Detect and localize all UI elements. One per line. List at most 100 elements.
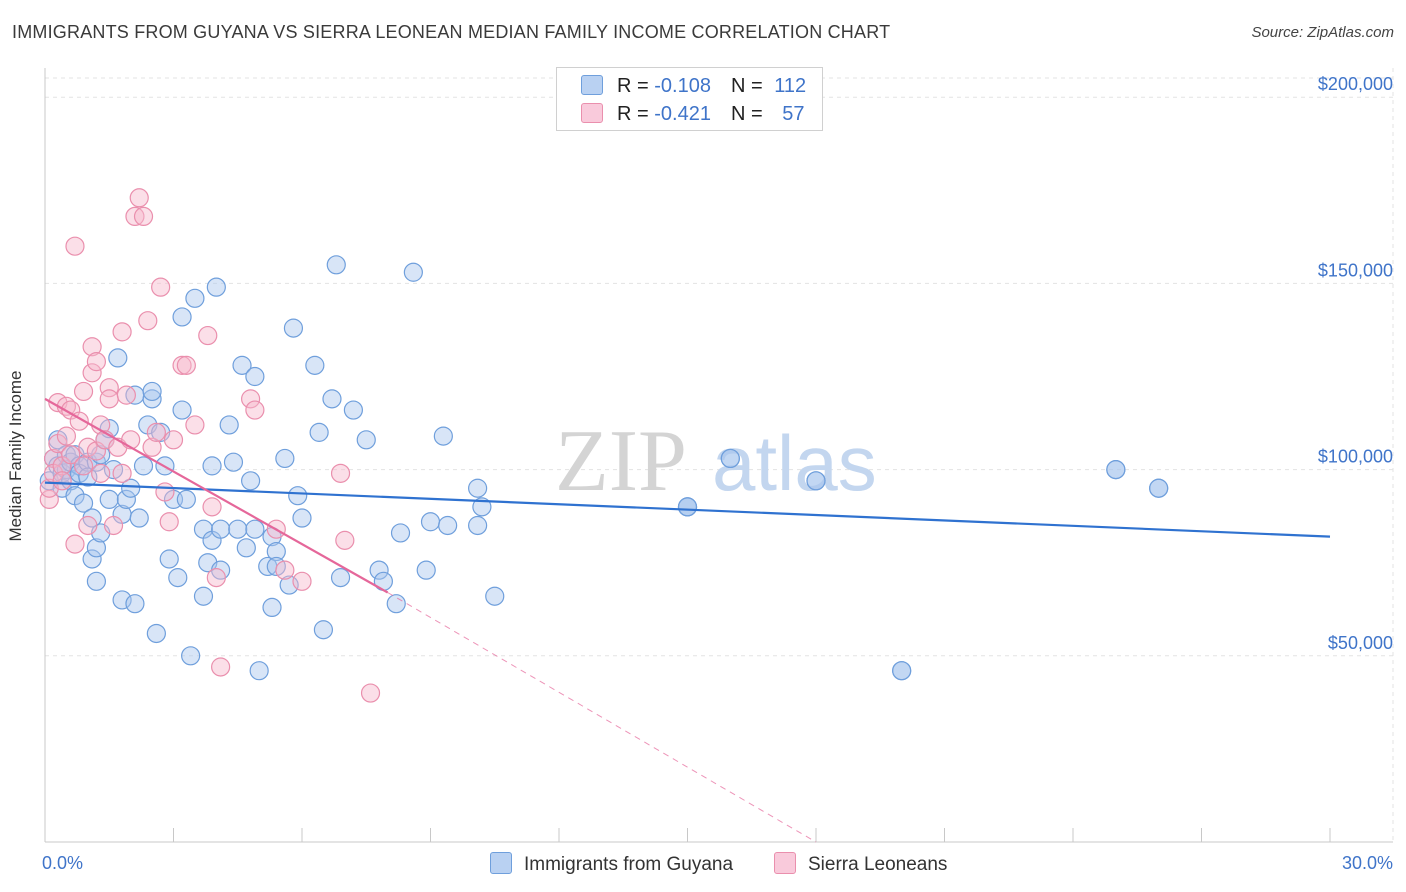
guyana-point <box>468 515 488 536</box>
y-tick-label: $150,000 <box>1318 260 1393 280</box>
sierra-leone-point <box>61 445 81 465</box>
sierra-leone-point <box>56 426 77 446</box>
guyana-point <box>99 489 119 510</box>
sierra-leone-point <box>116 385 136 405</box>
sierra-leone-point <box>198 325 218 346</box>
guyana-point <box>720 448 740 469</box>
guyana-point <box>181 646 201 666</box>
series-guyana-points <box>39 255 1169 681</box>
guyana-point <box>1149 478 1169 498</box>
sierra-leone-point <box>185 415 205 435</box>
sierra-leone-point <box>241 389 261 409</box>
guyana-point <box>1106 460 1126 480</box>
guyana-point <box>326 255 346 275</box>
chart-title: IMMIGRANTS FROM GUYANA VS SIERRA LEONEAN… <box>12 22 891 42</box>
legend-row-guyana: R = -0.108 N = 112 <box>581 75 806 99</box>
guyana-point <box>168 568 188 588</box>
guyana-point <box>86 538 107 558</box>
sierra-leone-point <box>142 437 162 457</box>
guyana-point <box>485 586 505 606</box>
sierra-leone-point <box>292 571 312 591</box>
sierra-leone-point <box>86 352 107 372</box>
guyana-point <box>236 538 256 558</box>
sierra-leone-point <box>112 322 132 342</box>
guyana-point <box>356 430 376 450</box>
sierra-leone-point <box>91 463 111 483</box>
watermark: ZIP atlas <box>555 413 877 510</box>
guyana-point <box>677 497 698 517</box>
sierra-leone-point <box>99 389 119 409</box>
x-tick-label: 30.0% <box>1342 853 1393 873</box>
bottom-legend-sierra-leone: Sierra Leoneans <box>774 852 947 876</box>
sierra-leone-point <box>163 430 184 450</box>
sierra-leone-point <box>82 363 102 383</box>
guyana-point <box>275 448 295 469</box>
legend-swatch-blue <box>581 75 603 95</box>
guyana-point <box>416 560 436 580</box>
sierra-leone-point <box>65 534 85 554</box>
sierra-leone-point <box>129 188 149 208</box>
sierra-leone-point <box>146 422 166 442</box>
guyana-point <box>309 422 329 442</box>
guyana-point <box>438 515 458 536</box>
guyana-point <box>193 586 214 606</box>
legend-n-value-guyana: 112 <box>774 75 807 97</box>
guyana-point <box>142 389 162 409</box>
guyana-point <box>433 426 453 446</box>
series-sierra-leone-points <box>39 188 381 703</box>
sierra-leone-point <box>138 311 158 331</box>
sierra-leone-point <box>151 277 171 297</box>
guyana-point <box>73 493 94 513</box>
trend-line-guyana <box>44 481 1331 538</box>
y-tick-labels: $50,000 $100,000 $150,000 $200,000 <box>1318 74 1393 653</box>
guyana-point <box>172 400 192 420</box>
sierra-leone-point <box>176 355 196 375</box>
guyana-point <box>133 456 154 476</box>
guyana-point <box>146 623 166 644</box>
guyana-point <box>129 508 149 528</box>
guyana-point <box>892 661 912 681</box>
guyana-point <box>313 620 334 640</box>
sierra-leone-point <box>103 515 124 536</box>
trend-lines <box>44 397 1331 843</box>
guyana-point <box>283 318 304 338</box>
trend-line-sierra-leone <box>44 397 389 594</box>
y-tick-label: $100,000 <box>1318 447 1393 467</box>
bottom-legend-guyana: Immigrants from Guyana <box>490 852 733 876</box>
sierra-leone-point <box>172 355 192 375</box>
guyana-point <box>292 508 312 528</box>
sierra-leone-point <box>275 560 295 580</box>
legend-box: R = -0.108 N = 112 R = -0.421 N = 57 <box>556 67 823 131</box>
y-tick-label: $50,000 <box>1328 633 1393 653</box>
watermark-atlas: atlas <box>712 419 877 507</box>
sierra-leone-point <box>206 568 226 588</box>
guyana-point <box>369 560 389 580</box>
guyana-point <box>390 523 411 543</box>
sierra-leone-point <box>211 657 231 677</box>
guyana-point <box>245 519 265 539</box>
legend-r-value-guyana: -0.108 <box>654 75 711 97</box>
guyana-point <box>176 489 196 510</box>
trend-line-sierra-leone-extension <box>387 592 817 843</box>
bottom-legend-swatch-blue <box>490 852 512 874</box>
guyana-point <box>108 348 128 368</box>
legend-row-sierra-leone: R = -0.421 N = 57 <box>581 103 804 127</box>
bottom-legend-swatch-pink <box>774 852 796 874</box>
guyana-point <box>82 549 102 569</box>
guyana-point <box>185 288 205 308</box>
sierra-leone-point <box>202 497 222 517</box>
guyana-point <box>472 497 492 517</box>
watermark-zip: ZIP <box>555 413 687 510</box>
guyana-point <box>279 575 299 595</box>
legend-r-value-sierra-leone: -0.421 <box>654 103 711 125</box>
guyana-point <box>245 366 265 387</box>
sierra-leone-point <box>133 206 154 226</box>
legend-swatch-pink <box>581 103 603 123</box>
guyana-point <box>219 415 239 435</box>
guyana-point <box>249 661 269 681</box>
guyana-point <box>468 478 488 498</box>
guyana-point <box>330 568 351 588</box>
guyana-point <box>262 597 282 618</box>
guyana-point <box>206 277 226 297</box>
guyana-point <box>266 541 286 562</box>
